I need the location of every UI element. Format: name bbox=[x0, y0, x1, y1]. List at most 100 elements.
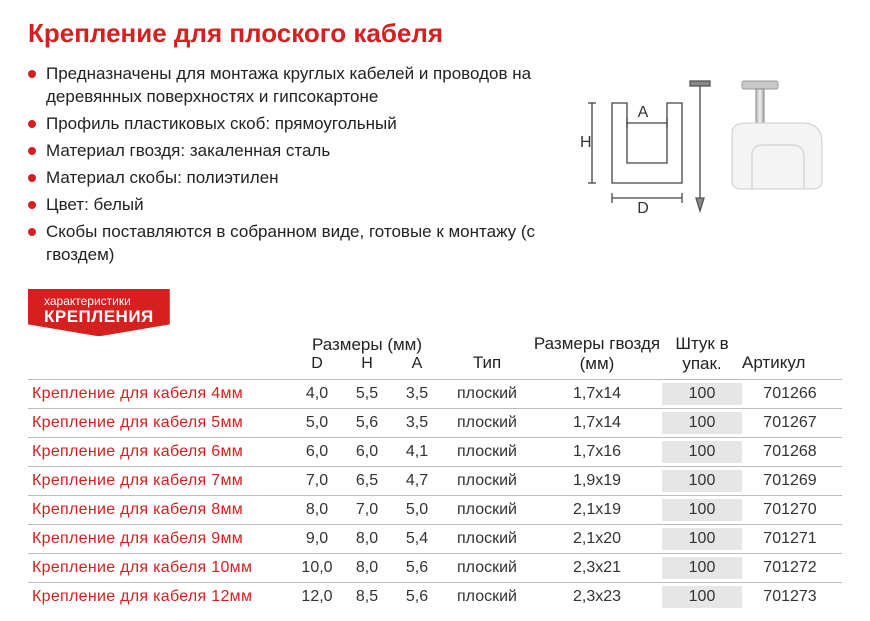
feature-item: Цвет: белый bbox=[28, 194, 552, 217]
cell-h: 5,5 bbox=[342, 385, 392, 403]
feature-item: Скобы поставляются в собранном виде, гот… bbox=[28, 221, 552, 267]
cell-qty: 100 bbox=[662, 383, 742, 405]
table-row: Крепление для кабеля 8мм8,07,05,0плоский… bbox=[28, 495, 842, 524]
cell-d: 7,0 bbox=[292, 472, 342, 490]
cell-a: 5,0 bbox=[392, 501, 442, 519]
cell-qty: 100 bbox=[662, 557, 742, 579]
feature-text: Профиль пластиковых скоб: прямоугольный bbox=[46, 113, 397, 136]
cell-sku: 701266 bbox=[742, 385, 832, 403]
feature-item: Профиль пластиковых скоб: прямоугольный bbox=[28, 113, 552, 136]
th-qty: Штук в упак. bbox=[662, 334, 742, 373]
feature-text: Материал скобы: полиэтилен bbox=[46, 167, 279, 190]
th-type: Тип bbox=[442, 353, 532, 373]
clip-diagram: H D A bbox=[572, 63, 842, 233]
cell-qty: 100 bbox=[662, 412, 742, 434]
cell-nail: 2,3x23 bbox=[532, 588, 662, 606]
cell-name: Крепление для кабеля 9мм bbox=[32, 530, 292, 548]
cell-sku: 701270 bbox=[742, 501, 832, 519]
cell-nail: 2,3x21 bbox=[532, 559, 662, 577]
cell-sku: 701268 bbox=[742, 443, 832, 461]
cell-type: плоский bbox=[442, 559, 532, 577]
table-row: Крепление для кабеля 6мм6,06,04,1плоский… bbox=[28, 437, 842, 466]
cell-nail: 1,7x14 bbox=[532, 385, 662, 403]
th-sizes: Размеры (мм) bbox=[292, 335, 442, 355]
cell-a: 3,5 bbox=[392, 414, 442, 432]
table-row: Крепление для кабеля 12мм12,08,55,6плоск… bbox=[28, 582, 842, 611]
cell-h: 8,0 bbox=[342, 559, 392, 577]
cell-nail: 1,7x14 bbox=[532, 414, 662, 432]
cell-sku: 701271 bbox=[742, 530, 832, 548]
cell-h: 6,0 bbox=[342, 443, 392, 461]
feature-text: Предназначены для монтажа круглых кабеле… bbox=[46, 63, 552, 109]
diagram-label-a: A bbox=[638, 104, 649, 121]
cell-qty: 100 bbox=[662, 499, 742, 521]
diagram-area: H D A bbox=[562, 63, 842, 233]
spec-badge: характеристики КРЕПЛЕНИЯ bbox=[28, 289, 170, 337]
th-d: D bbox=[292, 355, 342, 373]
cell-name: Крепление для кабеля 12мм bbox=[32, 588, 292, 606]
cell-type: плоский bbox=[442, 588, 532, 606]
th-nail: Размеры гвоздя (мм) bbox=[532, 334, 662, 373]
cell-sku: 701267 bbox=[742, 414, 832, 432]
table-row: Крепление для кабеля 5мм5,05,63,5плоский… bbox=[28, 408, 842, 437]
cell-qty: 100 bbox=[662, 441, 742, 463]
cell-d: 5,0 bbox=[292, 414, 342, 432]
diagram-label-h: H bbox=[580, 134, 592, 151]
bullet-dot-icon bbox=[28, 174, 36, 182]
table-row: Крепление для кабеля 7мм7,06,54,7плоский… bbox=[28, 466, 842, 495]
feature-text: Скобы поставляются в собранном виде, гот… bbox=[46, 221, 552, 267]
feature-text: Цвет: белый bbox=[46, 194, 144, 217]
cell-nail: 1,9x19 bbox=[532, 472, 662, 490]
th-h: H bbox=[342, 355, 392, 373]
feature-item: Материал гвоздя: закаленная сталь bbox=[28, 140, 552, 163]
cell-h: 8,5 bbox=[342, 588, 392, 606]
cell-a: 5,6 bbox=[392, 559, 442, 577]
cell-qty: 100 bbox=[662, 528, 742, 550]
cell-sku: 701273 bbox=[742, 588, 832, 606]
cell-d: 4,0 bbox=[292, 385, 342, 403]
diagram-label-d: D bbox=[637, 200, 649, 217]
cell-a: 3,5 bbox=[392, 385, 442, 403]
feature-item: Материал скобы: полиэтилен bbox=[28, 167, 552, 190]
bullet-dot-icon bbox=[28, 70, 36, 78]
cell-name: Крепление для кабеля 4мм bbox=[32, 385, 292, 403]
table-row: Крепление для кабеля 9мм9,08,05,4плоский… bbox=[28, 524, 842, 553]
cell-d: 9,0 bbox=[292, 530, 342, 548]
cell-d: 6,0 bbox=[292, 443, 342, 461]
cell-type: плоский bbox=[442, 414, 532, 432]
cell-h: 8,0 bbox=[342, 530, 392, 548]
cell-a: 5,6 bbox=[392, 588, 442, 606]
cell-a: 4,7 bbox=[392, 472, 442, 490]
spec-table: Размеры (мм) Тип Размеры гвоздя (мм) Шту… bbox=[28, 334, 842, 611]
cell-type: плоский bbox=[442, 443, 532, 461]
page-title: Крепление для плоского кабеля bbox=[28, 18, 842, 49]
cell-name: Крепление для кабеля 7мм bbox=[32, 472, 292, 490]
cell-sku: 701272 bbox=[742, 559, 832, 577]
cell-type: плоский bbox=[442, 385, 532, 403]
feature-text: Материал гвоздя: закаленная сталь bbox=[46, 140, 330, 163]
cell-a: 5,4 bbox=[392, 530, 442, 548]
cell-a: 4,1 bbox=[392, 443, 442, 461]
cell-name: Крепление для кабеля 10мм bbox=[32, 559, 292, 577]
cell-d: 12,0 bbox=[292, 588, 342, 606]
cell-h: 7,0 bbox=[342, 501, 392, 519]
cell-name: Крепление для кабеля 5мм bbox=[32, 414, 292, 432]
cell-type: плоский bbox=[442, 501, 532, 519]
feature-item: Предназначены для монтажа круглых кабеле… bbox=[28, 63, 552, 109]
th-a: A bbox=[392, 355, 442, 373]
cell-qty: 100 bbox=[662, 470, 742, 492]
badge-line2: КРЕПЛЕНИЯ bbox=[44, 307, 154, 326]
bullet-dot-icon bbox=[28, 201, 36, 209]
feature-list: Предназначены для монтажа круглых кабеле… bbox=[28, 63, 562, 271]
cell-nail: 2,1x19 bbox=[532, 501, 662, 519]
th-sku: Артикул bbox=[742, 353, 832, 373]
table-row: Крепление для кабеля 4мм4,05,53,5плоский… bbox=[28, 379, 842, 408]
table-row: Крепление для кабеля 10мм10,08,05,6плоск… bbox=[28, 553, 842, 582]
cell-d: 10,0 bbox=[292, 559, 342, 577]
cell-name: Крепление для кабеля 8мм bbox=[32, 501, 292, 519]
bullet-dot-icon bbox=[28, 147, 36, 155]
cell-h: 6,5 bbox=[342, 472, 392, 490]
cell-sku: 701269 bbox=[742, 472, 832, 490]
bullet-dot-icon bbox=[28, 120, 36, 128]
cell-qty: 100 bbox=[662, 586, 742, 608]
